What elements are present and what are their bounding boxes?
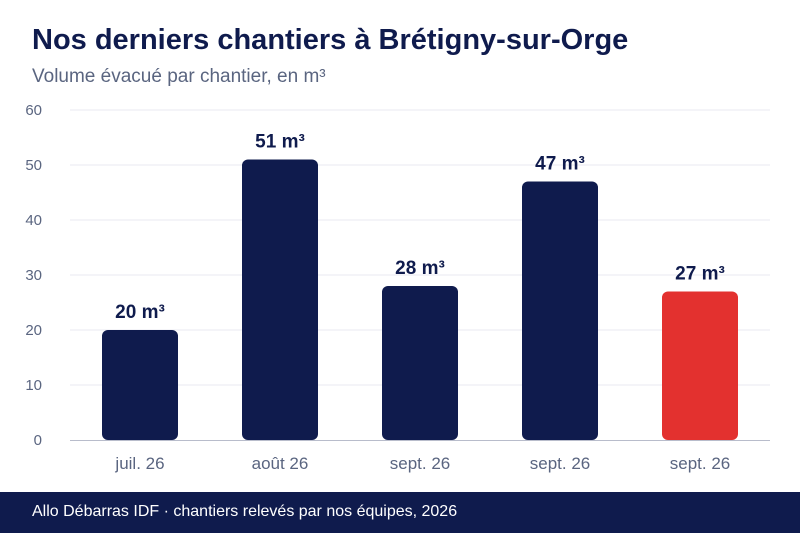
y-tick-label: 60 <box>25 102 42 119</box>
footer-source: Allo Débarras IDF · chantiers relevés pa… <box>32 503 458 520</box>
data-label: 51 m³ <box>255 132 305 153</box>
x-tick-label: sept. 26 <box>670 454 731 473</box>
y-tick-label: 40 <box>25 212 42 229</box>
data-label: 27 m³ <box>675 264 725 285</box>
bar-3 <box>382 286 458 440</box>
data-label: 47 m³ <box>535 154 585 175</box>
y-tick-label: 10 <box>25 377 42 394</box>
bar-5 <box>662 291 738 440</box>
y-tick-label: 20 <box>25 322 42 339</box>
data-labels: 20 m³ 51 m³ 28 m³ 47 m³ 27 m³ <box>115 132 725 324</box>
data-label: 28 m³ <box>395 258 445 279</box>
x-tick-label: août 26 <box>252 454 309 473</box>
x-tick-label: juil. 26 <box>114 454 164 473</box>
bar-4 <box>522 181 598 440</box>
bars <box>102 159 738 440</box>
y-tick-label: 0 <box>34 432 42 449</box>
chart-subtitle: Volume évacué par chantier, en m³ <box>32 66 326 87</box>
y-tick-label: 30 <box>25 267 42 284</box>
x-axis-ticks: juil. 26 août 26 sept. 26 sept. 26 sept. 26 <box>114 454 730 473</box>
bar-2 <box>242 159 318 440</box>
footer-bar: Allo Débarras IDF · chantiers relevés pa… <box>0 492 800 533</box>
x-tick-label: sept. 26 <box>390 454 451 473</box>
data-label: 20 m³ <box>115 302 165 323</box>
y-tick-label: 50 <box>25 157 42 174</box>
x-tick-label: sept. 26 <box>530 454 591 473</box>
chart-title: Nos derniers chantiers à Brétigny-sur-Or… <box>32 24 629 56</box>
bar-1 <box>102 330 178 440</box>
y-axis-ticks: 0 10 20 30 40 50 60 <box>25 102 42 449</box>
